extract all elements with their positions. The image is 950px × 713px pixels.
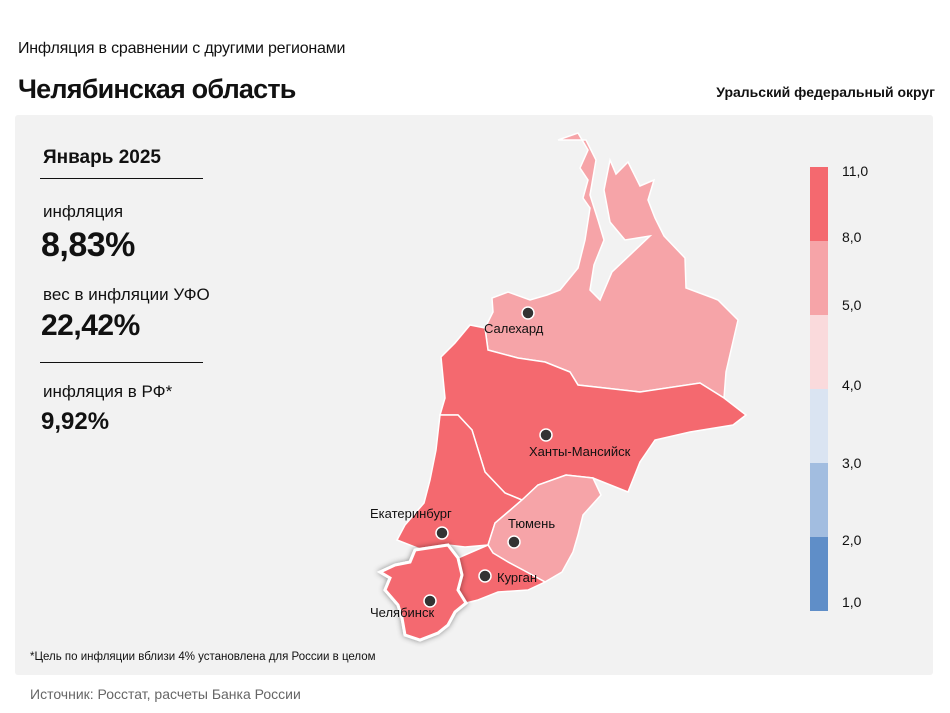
inflation-label: инфляция (43, 202, 124, 221)
svg-text:Екатеринбург: Екатеринбург (370, 506, 452, 521)
legend-swatch (810, 241, 828, 315)
region-yamal (484, 132, 739, 400)
city-chelyabinsk: Челябинск (370, 594, 437, 620)
weight-label: вес в инфляции УФО (43, 285, 210, 304)
divider-top (40, 178, 203, 179)
legend-swatch (810, 315, 828, 389)
region-sverdlovsk (395, 414, 524, 550)
legend-tick-label: 3,0 (842, 455, 862, 471)
chart-subtitle: Инфляция в сравнении с другими регионами (18, 40, 346, 57)
color-legend: 11,0 8,0 5,0 4,0 3,0 2,0 1,0 (810, 163, 868, 611)
rf-inflation-value: 9,92% (41, 408, 110, 435)
legend-swatch (810, 389, 828, 463)
legend-tick-label: 1,0 (842, 594, 862, 610)
city-khanty-mansiysk: Ханты-Мансийск (529, 428, 631, 459)
inflation-value: 8,83% (41, 226, 135, 264)
svg-text:Курган: Курган (497, 570, 537, 585)
divider-bottom (40, 362, 203, 363)
page-title: Челябинская область (18, 74, 296, 104)
region-tyumen (487, 474, 602, 583)
city-yekaterinburg: Екатеринбург (370, 506, 452, 540)
svg-text:Тюмень: Тюмень (508, 516, 555, 531)
district-label: Уральский федеральный округ (716, 84, 935, 100)
legend-tick-label: 4,0 (842, 377, 862, 393)
source-note: Источник: Росстат, расчеты Банка России (30, 686, 301, 702)
legend-tick-label: 5,0 (842, 297, 862, 313)
region-khmao (438, 324, 748, 501)
legend-swatch (810, 537, 828, 611)
legend-tick-label: 2,0 (842, 532, 862, 548)
svg-text:Ханты-Мансийск: Ханты-Мансийск (529, 444, 631, 459)
rf-inflation-label: инфляция в РФ* (43, 382, 173, 401)
region-chelyabinsk (376, 543, 468, 642)
legend-tick-label: 11,0 (842, 163, 868, 179)
legend-swatch (810, 167, 828, 241)
svg-text:Салехард: Салехард (484, 321, 544, 336)
legend-tick-label: 8,0 (842, 229, 862, 245)
footnote: *Цель по инфляции вблизи 4% установлена … (30, 651, 376, 663)
city-salekhard: Салехард (484, 306, 544, 336)
city-tyumen: Тюмень (507, 516, 555, 549)
city-kurgan: Курган (478, 569, 537, 585)
legend-swatch (810, 463, 828, 537)
period-label: Январь 2025 (43, 147, 161, 168)
svg-text:Челябинск: Челябинск (370, 605, 434, 620)
weight-value: 22,42% (41, 309, 140, 342)
